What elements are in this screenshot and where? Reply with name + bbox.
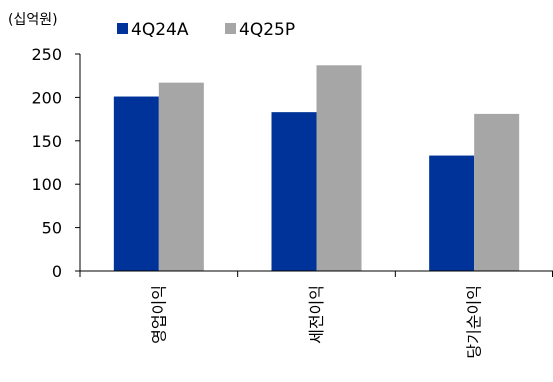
bar-4q24a-3	[429, 155, 475, 271]
x-category-label: 당기순이익	[465, 285, 484, 359]
bar-4q24a-2	[271, 112, 317, 271]
y-tick-label: 50	[42, 219, 62, 238]
legend-label-4q25p: 4Q25P	[239, 20, 295, 40]
bar-4q24a-1	[113, 96, 159, 271]
y-tick-label: 150	[31, 132, 62, 151]
bars	[113, 65, 520, 271]
x-category-label: 영업이익	[149, 285, 168, 344]
bar-4q25p-1	[158, 82, 204, 271]
y-axis: 0 50 100 150 200 250	[31, 45, 81, 281]
x-axis: 영업이익 세전이익 당기순이익	[79, 270, 553, 359]
y-tick-label: 100	[31, 175, 62, 194]
legend-swatch-4q24a	[117, 23, 128, 34]
unit-label: (십억원)	[8, 12, 58, 28]
bar-4q25p-2	[316, 65, 362, 271]
legend-label-4q24a: 4Q24A	[131, 20, 189, 40]
y-tick-label: 200	[31, 88, 62, 107]
legend: 4Q24A 4Q25P	[117, 20, 295, 40]
y-tick-label: 0	[52, 262, 62, 281]
bar-4q25p-3	[474, 113, 520, 271]
legend-swatch-4q25p	[225, 23, 236, 34]
x-category-label: 세전이익	[307, 285, 326, 344]
y-tick-label: 250	[31, 45, 62, 64]
